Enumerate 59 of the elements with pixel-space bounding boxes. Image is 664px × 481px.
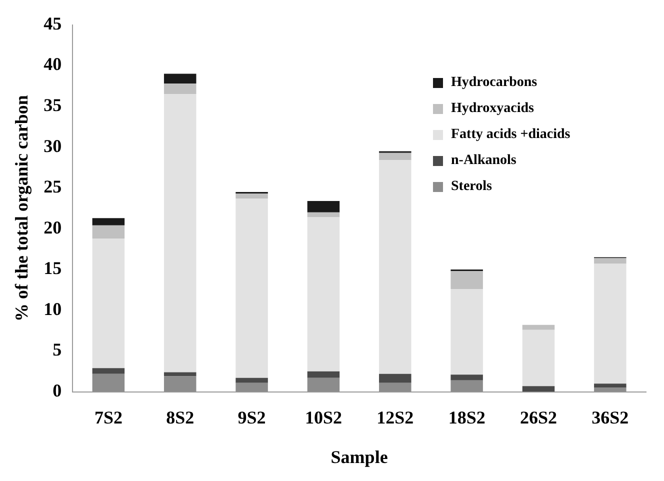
bar xyxy=(236,198,268,378)
bar xyxy=(379,374,412,383)
x-axis-title: Sample xyxy=(330,446,388,467)
x-tick-label: 7S2 xyxy=(94,407,122,428)
bar xyxy=(236,382,268,392)
bar xyxy=(307,371,340,378)
y-tick-label: 10 xyxy=(44,298,62,319)
y-axis-title: % of the total organic carbon xyxy=(11,95,32,322)
y-tick-label: 45 xyxy=(44,13,62,34)
bar xyxy=(307,200,340,212)
bar xyxy=(450,271,483,290)
bar xyxy=(164,94,196,372)
x-tick-label: 36S2 xyxy=(592,407,629,428)
x-tick-label: 26S2 xyxy=(520,407,557,428)
x-tick-label: 12S2 xyxy=(376,407,414,428)
y-tick-label: 35 xyxy=(44,95,62,116)
bar xyxy=(450,374,483,380)
x-tick-label: 10S2 xyxy=(304,407,342,428)
bar xyxy=(164,376,196,392)
bar xyxy=(379,382,412,392)
bar xyxy=(594,264,626,384)
legend-label: Hydrocarbons xyxy=(451,74,538,92)
bar xyxy=(594,388,626,392)
bar xyxy=(164,84,196,94)
legend-label: Sterols xyxy=(451,178,492,196)
legend-label: Fatty acids +diacids xyxy=(451,126,570,144)
bar xyxy=(92,368,125,374)
legend-label: n-Alkanols xyxy=(451,152,516,170)
y-tick-label: 40 xyxy=(44,54,62,74)
x-tick-label: 8S2 xyxy=(166,407,194,428)
bar xyxy=(522,386,555,392)
x-tick-label: 9S2 xyxy=(238,407,266,428)
bar xyxy=(450,289,483,375)
y-tick-label: 25 xyxy=(44,176,62,197)
bar xyxy=(379,160,412,374)
bar xyxy=(307,212,340,218)
bar xyxy=(164,372,196,376)
bar xyxy=(92,374,125,392)
bar xyxy=(236,194,268,199)
bar xyxy=(450,380,483,392)
bar xyxy=(307,217,340,372)
y-tick-label: 5 xyxy=(52,340,62,360)
y-tick-label: 30 xyxy=(44,136,62,156)
x-tick-label: 18S2 xyxy=(448,407,486,428)
bar xyxy=(164,74,196,84)
bar xyxy=(307,378,340,392)
bar xyxy=(379,152,412,160)
bar xyxy=(92,218,125,226)
bar xyxy=(236,378,268,383)
bar xyxy=(522,330,555,386)
bar xyxy=(594,258,626,264)
bar xyxy=(92,238,125,368)
y-tick-label: 0 xyxy=(52,380,62,400)
y-tick-label: 15 xyxy=(44,258,62,278)
bar xyxy=(594,384,626,388)
legend-label: Hydroxyacids xyxy=(451,100,534,118)
y-tick-label: 20 xyxy=(44,217,62,238)
bar xyxy=(522,324,555,330)
bar xyxy=(92,225,125,238)
